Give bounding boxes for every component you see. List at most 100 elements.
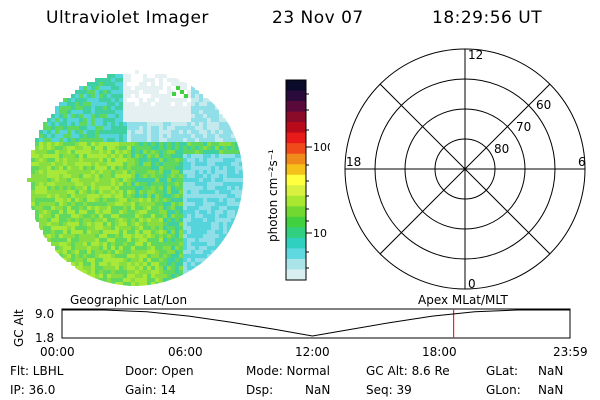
image-pixel [175,142,179,146]
image-pixel [83,182,87,186]
image-pixel [187,270,191,274]
image-pixel [67,102,71,106]
image-pixel [183,174,187,178]
image-pixel [83,242,87,246]
image-pixel [183,266,187,270]
image-pixel [63,118,67,122]
image-pixel [171,186,175,190]
image-pixel [167,210,171,214]
image-pixel [79,270,83,274]
image-pixel [135,154,139,158]
image-pixel [199,134,203,138]
image-pixel [75,114,79,118]
image-pixel [31,206,35,210]
image-pixel [103,130,107,134]
image-pixel [83,138,87,142]
image-pixel [203,150,207,154]
image-pixel [79,98,83,102]
image-pixel [171,114,175,118]
image-pixel [111,138,115,142]
image-pixel [111,158,115,162]
image-pixel [71,110,75,114]
image-pixel [103,118,107,122]
image-pixel [159,146,163,150]
image-pixel [239,170,243,174]
image-pixel [115,226,119,230]
image-pixel [139,130,143,134]
image-pixel [95,274,99,278]
image-pixel [187,254,191,258]
image-pixel [227,218,231,222]
image-pixel [71,214,75,218]
image-pixel [227,214,231,218]
image-pixel [119,278,123,282]
image-pixel [139,134,143,138]
image-pixel [51,170,55,174]
image-pixel [151,142,155,146]
image-pixel [191,134,195,138]
image-pixel [179,222,183,226]
image-pixel [103,178,107,182]
image-pixel [211,242,215,246]
image-pixel [171,106,175,110]
image-pixel [147,114,151,118]
image-pixel [159,82,163,86]
image-pixel [111,162,115,166]
image-pixel [79,254,83,258]
image-pixel [79,190,83,194]
image-pixel [139,182,143,186]
image-pixel [215,250,219,254]
image-pixel [119,234,123,238]
image-pixel [95,134,99,138]
image-pixel [31,194,35,198]
image-pixel [127,106,131,110]
image-pixel [163,98,167,102]
image-pixel [207,170,211,174]
image-pixel [171,118,175,122]
image-pixel [199,202,203,206]
image-pixel [191,266,195,270]
image-pixel [95,98,99,102]
image-pixel [119,98,123,102]
image-pixel [139,162,143,166]
image-pixel [175,258,179,262]
image-pixel [167,110,171,114]
image-pixel [75,98,79,102]
image-pixel [35,158,39,162]
image-pixel [179,142,183,146]
image-pixel [187,126,191,130]
image-pixel [135,202,139,206]
image-pixel [59,194,63,198]
image-pixel [127,126,131,130]
image-pixel [215,194,219,198]
image-pixel [91,250,95,254]
image-pixel [231,222,235,226]
image-pixel [107,242,111,246]
colorbar-cell [286,174,306,186]
image-pixel [123,230,127,234]
image-pixel [43,206,47,210]
image-pixel [195,234,199,238]
image-pixel [91,122,95,126]
image-pixel [235,154,239,158]
image-pixel [39,170,43,174]
image-pixel [219,238,223,242]
image-pixel [167,258,171,262]
image-pixel [175,254,179,258]
image-pixel [143,142,147,146]
image-pixel [203,226,207,230]
image-pixel [75,254,79,258]
image-pixel [99,126,103,130]
image-pixel [123,178,127,182]
image-pixel [167,218,171,222]
image-pixel [83,150,87,154]
image-pixel [35,166,39,170]
image-pixel [39,154,43,158]
image-pixel [75,154,79,158]
image-pixel [155,234,159,238]
image-pixel [87,250,91,254]
image-pixel [79,138,83,142]
image-pixel [163,190,167,194]
image-pixel [107,214,111,218]
image-pixel [135,138,139,142]
